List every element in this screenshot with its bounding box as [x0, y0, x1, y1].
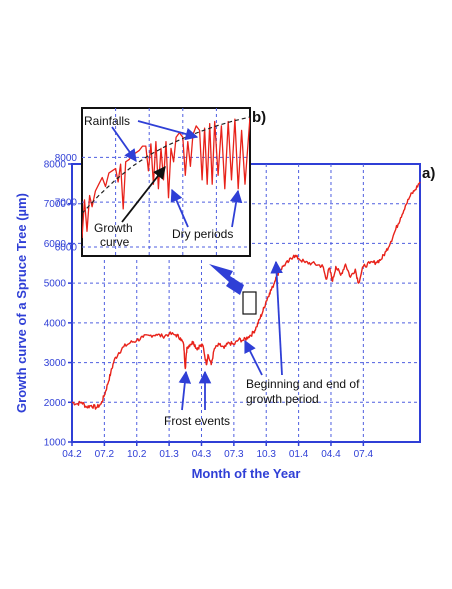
- x-tick-labels: 04.2 07.2 10.2 01.3 04.3 07.3 10.3 01.4 04.4 07.4: [62, 449, 373, 460]
- y-axis-title: Growth curve of a Spruce Tree (µm): [14, 193, 29, 413]
- x-axis-title: Month of the Year: [192, 466, 301, 481]
- inset-y-tick-labels: 6000 7000 8000: [55, 153, 78, 254]
- rainfalls-arrow-1: [111, 126, 137, 163]
- x-tick-label: 07.2: [95, 449, 115, 460]
- x-tick-label: 01.3: [159, 449, 179, 460]
- y-tick-label: 4000: [44, 318, 67, 329]
- x-tick-label: 04.4: [321, 449, 341, 460]
- main-series: [71, 181, 421, 410]
- x-tick-label: 10.3: [256, 449, 276, 460]
- frost-events-label: Frost events: [164, 414, 230, 428]
- growth-period-arrow-1: [244, 339, 263, 376]
- y-tick-label: 5000: [44, 279, 67, 290]
- dry-periods-arrow-1: [170, 188, 189, 228]
- panel-b-label: b): [252, 109, 266, 126]
- inset-y-tick-label: 8000: [55, 153, 78, 164]
- rainfalls-label: Rainfalls: [84, 114, 130, 128]
- y-tick-label: 8000: [44, 160, 67, 171]
- x-tick-label: 01.4: [289, 449, 309, 460]
- growth-curve-arrow: [121, 166, 166, 223]
- y-tick-label: 6000: [44, 239, 67, 250]
- inset-y-tick-label: 7000: [55, 198, 78, 209]
- zoom-box: [242, 291, 257, 315]
- zoom-arrow: [209, 264, 244, 295]
- dry-periods-label: Dry periods: [172, 227, 233, 241]
- inset-growth-line: [82, 116, 250, 239]
- frost-arrow-1: [178, 370, 192, 411]
- x-tick-label: 04.3: [192, 449, 212, 460]
- y-tick-label: 2000: [44, 398, 67, 409]
- rainfalls-arrow-2: [137, 120, 199, 141]
- growth-curve-label-line2: curve: [100, 235, 130, 249]
- growth-curve-label-line1: Growth: [94, 221, 133, 235]
- y-tick-labels: 1000 2000 3000 4000 5000 6000 7000 8000: [44, 160, 67, 449]
- growth-curve-line: [71, 181, 421, 410]
- y-tick-label: 1000: [44, 438, 67, 449]
- y-tick-label: 7000: [44, 199, 67, 210]
- x-tick-label: 04.2: [62, 449, 82, 460]
- inset-envelope: [82, 116, 250, 214]
- inset-envelope-line: [82, 116, 250, 214]
- x-tick-label: 07.4: [354, 449, 374, 460]
- growth-period-arrow-2: [270, 260, 283, 376]
- dry-periods-arrow-2: [229, 189, 243, 228]
- x-tick-label: 07.3: [224, 449, 244, 460]
- panel-a-label: a): [422, 165, 435, 182]
- growth-period-label-line1: Beginning and end of: [246, 377, 360, 391]
- inset-series: [82, 116, 250, 239]
- growth-period-label-line2: growth period: [246, 392, 319, 406]
- x-tick-label: 10.2: [127, 449, 147, 460]
- inset-y-tick-label: 6000: [55, 243, 78, 254]
- y-tick-label: 3000: [44, 358, 67, 369]
